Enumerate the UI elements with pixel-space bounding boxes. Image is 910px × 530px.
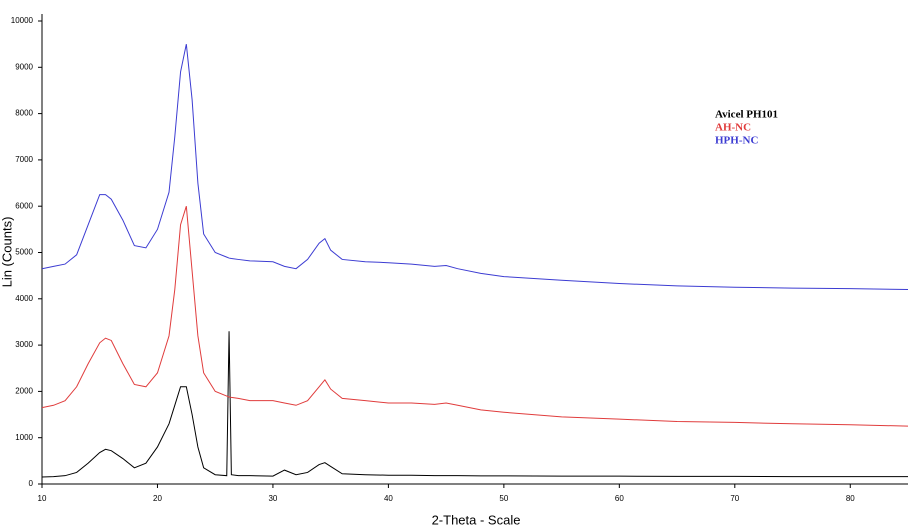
- y-tick-label: 7000: [15, 155, 33, 164]
- x-axis-title: 2-Theta - Scale: [432, 512, 521, 527]
- y-tick-label: 5000: [15, 248, 33, 257]
- legend-entry: AH-NC: [715, 122, 751, 134]
- x-tick-label: 20: [153, 494, 162, 503]
- y-tick-label: 3000: [15, 340, 33, 349]
- x-tick-label: 50: [499, 494, 508, 503]
- x-tick-label: 70: [730, 494, 739, 503]
- x-tick-label: 30: [268, 494, 277, 503]
- y-tick-label: 6000: [15, 201, 33, 210]
- y-tick-label: 1000: [15, 433, 33, 442]
- x-tick-label: 40: [384, 494, 393, 503]
- x-tick-label: 60: [615, 494, 624, 503]
- y-tick-label: 8000: [15, 109, 33, 118]
- legend-entry: HPH-NC: [715, 135, 758, 147]
- y-axis-title: Lin (Counts): [0, 217, 14, 288]
- series-line: [41, 44, 909, 291]
- x-tick-label: 80: [846, 494, 855, 503]
- legend-entry: Avicel PH101: [715, 109, 778, 121]
- y-tick-label: 9000: [15, 62, 33, 71]
- x-tick-label: 10: [38, 494, 47, 503]
- y-tick-label: 4000: [15, 294, 33, 303]
- y-tick-label: 2000: [15, 387, 33, 396]
- y-tick-label: 0: [29, 479, 34, 488]
- series-line: [41, 206, 909, 427]
- y-tick-label: 10000: [11, 16, 34, 25]
- series-line: [41, 331, 908, 478]
